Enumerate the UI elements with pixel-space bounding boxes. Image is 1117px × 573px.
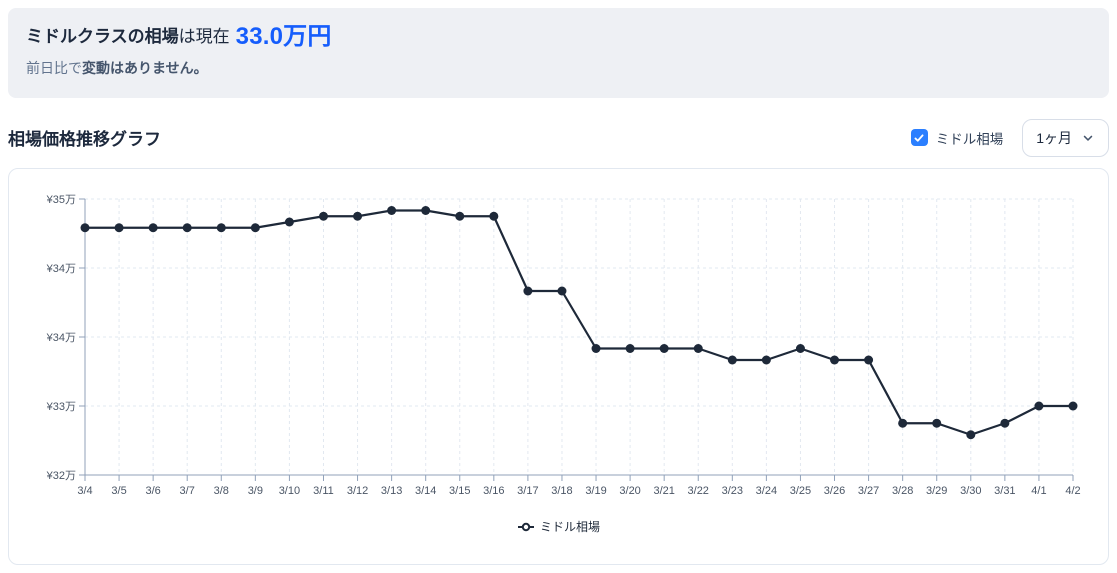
x-tick-label: 3/11 (313, 485, 334, 497)
data-point[interactable] (727, 355, 737, 365)
data-point[interactable] (693, 344, 703, 353)
data-point[interactable] (114, 223, 124, 233)
x-tick-label: 3/25 (790, 485, 811, 497)
data-point[interactable] (353, 211, 363, 221)
x-tick-label: 4/2 (1065, 485, 1080, 497)
data-point[interactable] (80, 223, 90, 233)
data-point[interactable] (932, 418, 942, 428)
x-tick-label: 3/27 (858, 485, 879, 497)
data-point[interactable] (898, 418, 908, 428)
x-tick-label: 3/30 (960, 485, 981, 497)
data-point[interactable] (148, 223, 158, 233)
data-point[interactable] (761, 355, 771, 365)
chart-controls: ミドル相場 1ヶ月 (910, 118, 1109, 157)
summary-subtitle: 前日比で変動はありません。 (26, 58, 1091, 78)
checkbox-label: ミドル相場 (935, 131, 1004, 147)
x-tick-label: 3/24 (756, 485, 777, 497)
period-dropdown-value: 1ヶ月 (1036, 129, 1072, 146)
chevron-down-icon (1083, 135, 1093, 141)
data-point[interactable] (864, 355, 874, 365)
x-tick-label: 3/7 (180, 485, 195, 497)
y-tick-label: ¥35万 (46, 194, 76, 206)
x-tick-label: 3/9 (248, 485, 263, 497)
data-point[interactable] (250, 223, 260, 233)
data-point[interactable] (795, 344, 805, 353)
data-point[interactable] (1034, 401, 1044, 411)
data-point[interactable] (318, 211, 328, 221)
x-tick-label: 3/6 (145, 485, 160, 497)
data-point[interactable] (1000, 418, 1010, 428)
check-icon (914, 133, 924, 142)
data-point[interactable] (523, 286, 533, 296)
price-line (83, 209, 1075, 436)
x-tick-label: 3/14 (415, 485, 436, 497)
x-tick-label: 3/22 (688, 485, 709, 497)
data-point[interactable] (830, 355, 840, 365)
data-point[interactable] (557, 286, 567, 296)
data-point[interactable] (284, 217, 294, 227)
x-tick-label: 3/16 (483, 485, 504, 497)
chart-toolbar: 相場価格推移グラフ ミドル相場 1ヶ月 (8, 118, 1109, 157)
x-tick-label: 3/29 (926, 485, 947, 497)
checkbox-checked-icon[interactable] (910, 129, 928, 146)
data-point[interactable] (182, 223, 192, 233)
chart-section-title: 相場価格推移グラフ (8, 130, 161, 149)
middle-market-toggle[interactable]: ミドル相場 (910, 128, 1004, 148)
subtitle-prefix: 前日比で (26, 60, 82, 76)
data-point[interactable] (659, 344, 669, 353)
x-tick-label: 3/5 (111, 485, 126, 497)
data-point[interactable] (421, 206, 431, 215)
x-tick-label: 3/12 (347, 485, 368, 497)
x-tick-label: 3/28 (892, 485, 913, 497)
data-point[interactable] (387, 206, 397, 215)
market-summary-banner: ミドルクラスの相場は現在 33.0万円 前日比で変動はありません。 (8, 8, 1109, 98)
x-tick-label: 3/23 (722, 485, 743, 497)
y-tick-label: ¥33万 (46, 401, 76, 413)
data-point[interactable] (966, 430, 976, 440)
x-tick-label: 4/1 (1031, 485, 1046, 497)
data-point[interactable] (1068, 401, 1078, 411)
y-tick-label: ¥34万 (46, 263, 76, 275)
summary-title: ミドルクラスの相場は現在 33.0万円 (26, 25, 1091, 49)
data-point[interactable] (489, 211, 499, 221)
x-tick-label: 3/10 (279, 485, 300, 497)
data-point[interactable] (216, 223, 226, 233)
legend-label: ミドル相場 (540, 520, 600, 534)
data-point[interactable] (455, 211, 465, 221)
x-tick-label: 3/20 (619, 485, 640, 497)
legend-marker-icon (521, 522, 531, 532)
x-tick-label: 3/8 (214, 485, 229, 497)
data-point[interactable] (625, 344, 635, 353)
x-tick-label: 3/18 (551, 485, 572, 497)
x-tick-label: 3/4 (77, 485, 92, 497)
x-tick-label: 3/13 (381, 485, 402, 497)
x-tick-label: 3/31 (994, 485, 1015, 497)
x-tick-label: 3/21 (653, 485, 674, 497)
y-tick-label: ¥32万 (46, 470, 76, 482)
subtitle-no-change: 変動はありません。 (82, 60, 208, 76)
data-point[interactable] (591, 344, 601, 353)
x-tick-label: 3/26 (824, 485, 845, 497)
y-tick-label: ¥34万 (46, 332, 76, 344)
current-price-value: 33.0万円 (235, 23, 332, 50)
summary-class-name: ミドルクラスの相場 (26, 27, 179, 46)
x-tick-label: 3/15 (449, 485, 470, 497)
summary-title-rest: は現在 (178, 27, 230, 46)
chart-card: ¥35万 ¥34万 ¥34万 ¥33万 ¥32万 3/4 3/5 3/6 3/7 3/8 3/9 3/… (8, 168, 1109, 565)
period-dropdown[interactable]: 1ヶ月 (1022, 118, 1109, 157)
x-tick-label: 3/19 (585, 485, 606, 497)
x-tick-label: 3/17 (517, 485, 538, 497)
